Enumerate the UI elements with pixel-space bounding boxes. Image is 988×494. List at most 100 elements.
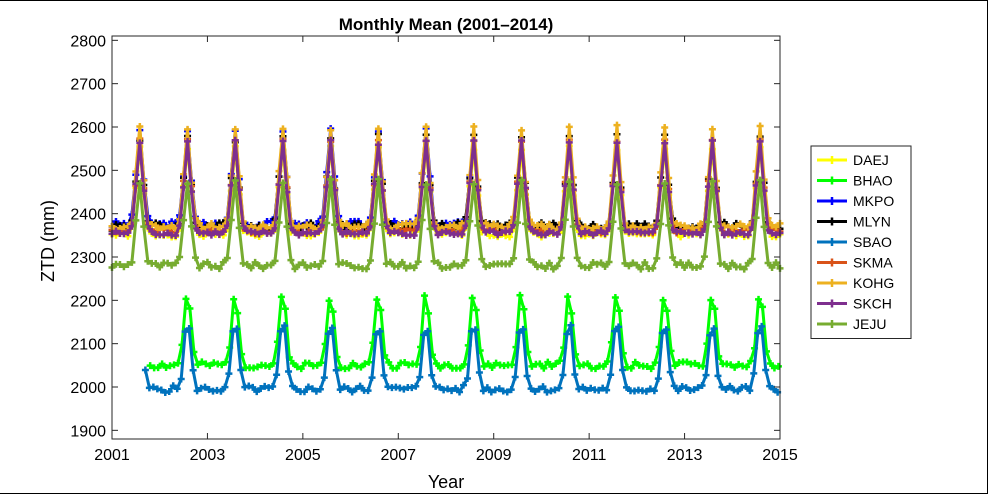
series-point [649, 228, 657, 236]
series-point [386, 229, 394, 237]
series-point [575, 385, 583, 393]
series-point [693, 228, 700, 236]
series-point [195, 264, 203, 272]
series-point [727, 361, 735, 369]
series-point [625, 262, 633, 270]
series-point [289, 382, 297, 390]
series-point [755, 295, 763, 303]
series-point [561, 216, 569, 224]
series-point [203, 228, 211, 236]
series-point [279, 125, 287, 133]
series-point [720, 222, 728, 230]
series-point [366, 256, 374, 264]
series-point [393, 364, 401, 372]
x-tick-label: 2005 [285, 447, 321, 464]
series-point [552, 360, 560, 368]
series-point [339, 221, 347, 229]
series-point [251, 228, 259, 236]
series-point [176, 253, 184, 261]
series-point [323, 219, 331, 227]
series-point [316, 385, 324, 393]
series-bhao [146, 291, 782, 373]
legend-entry-daej: DAEJ [817, 152, 889, 168]
series-point [529, 258, 537, 266]
series-point [281, 322, 289, 330]
legend-marker [828, 299, 836, 308]
series-point [307, 262, 315, 270]
series-point [283, 223, 291, 231]
series-point [359, 228, 366, 236]
series-point [456, 388, 464, 396]
legend-label: MLYN [853, 214, 891, 230]
series-point [533, 229, 541, 237]
series-point [522, 220, 530, 228]
series-point [385, 358, 393, 366]
legend: DAEJ BHAO MKPO MLYN SBAO SKMA KOHG SKCH JEJU [810, 145, 912, 339]
series-point [736, 220, 744, 228]
series-point [746, 387, 754, 395]
series-point [291, 228, 299, 236]
series-point [490, 228, 498, 236]
series-point [468, 294, 476, 302]
series-point [475, 368, 483, 376]
series-point [661, 139, 669, 147]
series-point [482, 228, 490, 236]
series-point [599, 384, 607, 392]
series-point [487, 388, 495, 396]
series-point [235, 224, 243, 232]
series-point [621, 259, 629, 267]
series-point [362, 265, 370, 273]
series-point [479, 387, 487, 395]
series-point [633, 220, 641, 228]
x-tick-label: 2001 [94, 447, 130, 464]
series-point [434, 259, 442, 267]
series-point [615, 323, 623, 331]
series-point [186, 304, 194, 312]
legend-label: DAEJ [853, 152, 889, 168]
series-point [587, 384, 595, 392]
series-point [194, 361, 202, 369]
x-axis-label: Year [428, 472, 464, 492]
series-point [180, 216, 188, 224]
series-point [402, 264, 410, 272]
series-point [234, 309, 242, 317]
series-point [774, 362, 782, 370]
series-point [303, 263, 311, 271]
series-point [689, 230, 697, 238]
series-point [343, 220, 351, 228]
series-point [352, 385, 360, 393]
legend-entry-jeju: JEJU [817, 316, 886, 332]
legend-marker [828, 156, 836, 164]
series-point [169, 382, 177, 390]
series-point [267, 229, 275, 237]
series-point [251, 258, 259, 266]
series-point [690, 386, 698, 394]
series-point [356, 382, 364, 390]
series-point [736, 263, 744, 271]
series-point [641, 229, 649, 237]
series-point [555, 384, 563, 392]
series-point [414, 258, 422, 266]
series-point [170, 361, 178, 369]
series-point [541, 264, 549, 272]
series-point [416, 373, 424, 381]
series-point [422, 137, 430, 145]
series-point [549, 265, 557, 273]
series-point [601, 230, 609, 238]
series-point [336, 386, 344, 394]
axes: 2001 2003 2005 2007 2009 2011 2013 2015 1900 2000… [70, 33, 797, 464]
series-point [718, 383, 726, 391]
series-point [708, 125, 716, 133]
series-point [601, 263, 609, 271]
series-point [673, 220, 681, 228]
series-point [651, 359, 659, 367]
series-point [168, 261, 176, 269]
series-point [319, 257, 327, 265]
series-point [219, 228, 227, 236]
series-point [511, 373, 519, 381]
series-point [494, 231, 502, 239]
legend-label: BHAO [853, 173, 893, 189]
series-point [289, 359, 297, 367]
series-point [740, 265, 748, 273]
